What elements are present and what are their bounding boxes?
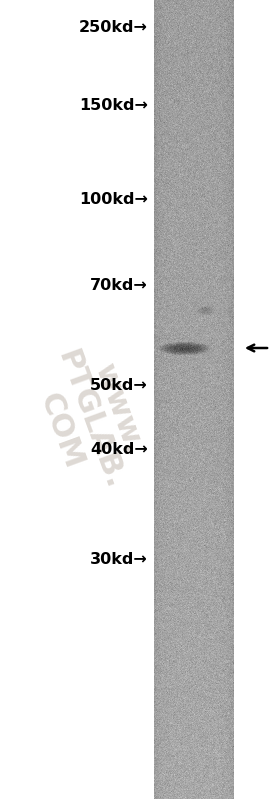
Text: 150kd→: 150kd→ (79, 97, 148, 113)
Text: 250kd→: 250kd→ (79, 21, 148, 35)
Text: 70kd→: 70kd→ (90, 277, 148, 292)
Text: 40kd→: 40kd→ (90, 443, 148, 458)
Text: 100kd→: 100kd→ (79, 193, 148, 208)
Text: 30kd→: 30kd→ (90, 552, 148, 567)
Text: 50kd→: 50kd→ (90, 377, 148, 392)
Text: www.
PTGLAB.
COM: www. PTGLAB. COM (22, 336, 158, 504)
